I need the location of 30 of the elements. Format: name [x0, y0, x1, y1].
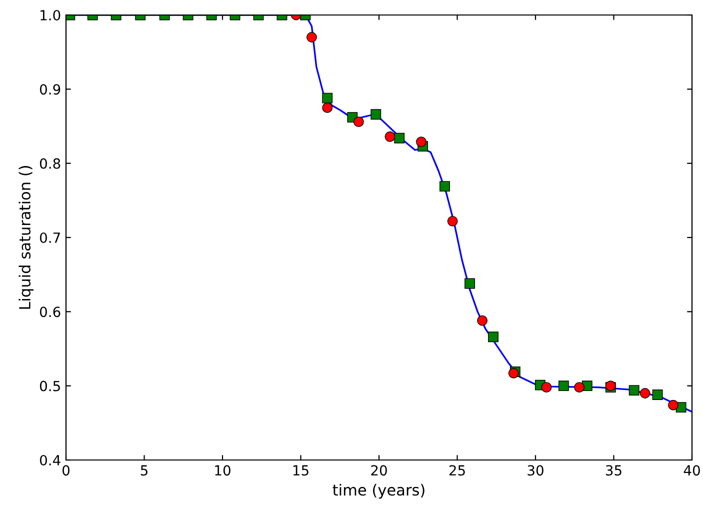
point	[477, 315, 488, 326]
y-tick-label: 0.9	[40, 84, 60, 95]
point	[668, 400, 678, 410]
x-axis-title: time (years)	[332, 484, 424, 499]
x-tick-label: 35	[606, 465, 622, 476]
y-tick-label: 1.0	[40, 10, 60, 20]
point	[440, 181, 450, 192]
point	[541, 382, 552, 393]
y-tick-label: 0.8	[40, 158, 60, 169]
y-tick-label: 0.6	[40, 306, 60, 318]
y-tick-label: 0.7	[40, 232, 60, 243]
point	[628, 385, 640, 396]
point	[464, 278, 475, 289]
x-tick-label: 40	[684, 465, 700, 476]
x-tick-label: 5	[140, 465, 148, 476]
point	[652, 390, 663, 400]
point	[447, 216, 458, 226]
x-tick-label: 20	[371, 465, 387, 476]
y-axis-title: Liquid saturation ()	[18, 166, 34, 309]
x-tick-label: 0	[62, 465, 70, 476]
point	[558, 380, 569, 392]
point	[488, 332, 498, 342]
x-tick-label: 15	[293, 465, 308, 476]
x-tick-label: 10	[215, 465, 230, 476]
point	[574, 382, 585, 393]
y-tick-label: 0.4	[40, 454, 60, 466]
point	[640, 388, 650, 398]
x-tick-label: 25	[449, 465, 465, 476]
y-tick-label: 0.5	[40, 380, 60, 392]
x-tick-label: 30	[528, 465, 544, 476]
